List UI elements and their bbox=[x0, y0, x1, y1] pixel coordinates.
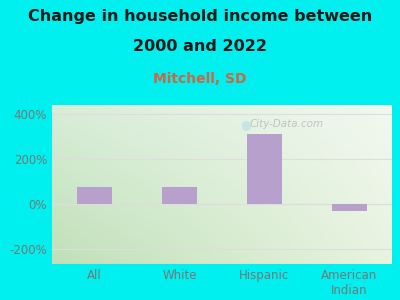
Bar bbox=[332, 204, 367, 211]
Text: ●: ● bbox=[241, 118, 252, 130]
Text: Change in household income between: Change in household income between bbox=[28, 9, 372, 24]
Text: Mitchell, SD: Mitchell, SD bbox=[153, 72, 247, 86]
Text: City-Data.com: City-Data.com bbox=[249, 119, 323, 129]
Bar bbox=[247, 134, 282, 204]
Bar bbox=[162, 187, 197, 204]
Text: 2000 and 2022: 2000 and 2022 bbox=[133, 39, 267, 54]
Bar bbox=[77, 187, 112, 204]
